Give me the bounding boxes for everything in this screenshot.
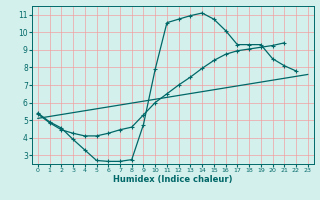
X-axis label: Humidex (Indice chaleur): Humidex (Indice chaleur) bbox=[113, 175, 233, 184]
